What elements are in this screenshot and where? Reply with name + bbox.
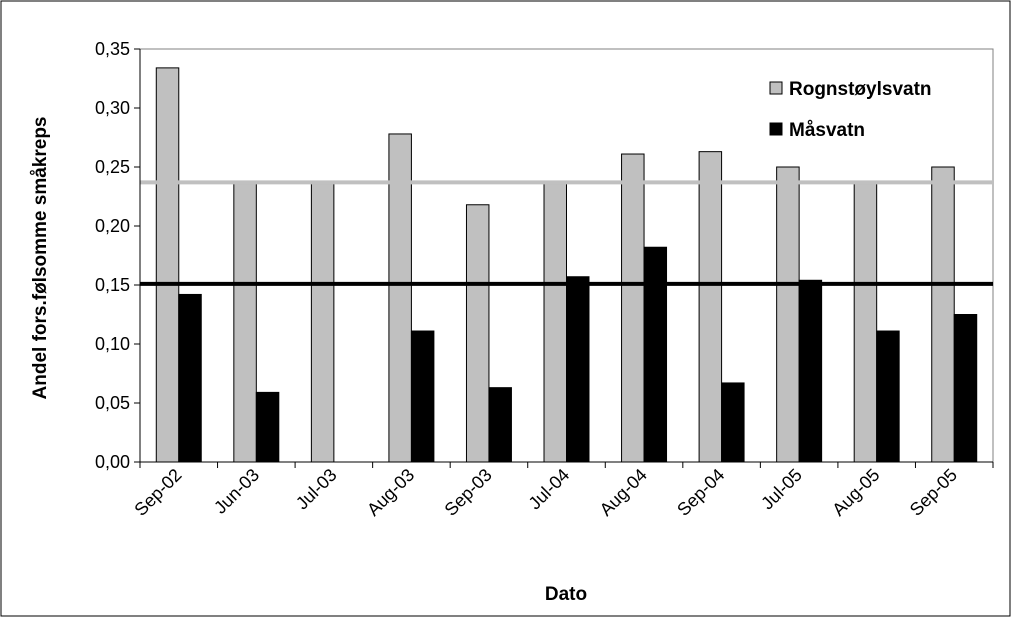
y-tick-label: 0,05 (95, 393, 130, 413)
y-tick-label: 0,10 (95, 334, 130, 354)
y-tick-label: 0,15 (95, 275, 130, 295)
bar-masvatn-sep-03 (488, 387, 512, 463)
bar-rognstoylsvatn-jul-04 (543, 183, 568, 463)
bar-rognstoylsvatn-jun-03 (233, 183, 257, 463)
bar-rognstoylsvatn-aug-05 (853, 183, 878, 463)
bar-masvatn-aug-03 (410, 330, 435, 463)
bar-rognstoylsvatn-sep-02 (155, 67, 180, 463)
legend-swatch-rognstoylsvatn (769, 81, 783, 95)
legend: Rognstøylsvatn Måsvatn (769, 79, 932, 141)
bar-rognstoylsvatn-aug-04 (621, 153, 645, 463)
bar-masvatn-jul-05 (798, 279, 823, 463)
legend-label-masvatn: Måsvatn (789, 120, 865, 141)
y-axis-title: Andel fors.følsomme småkreps (30, 117, 51, 400)
bar-masvatn-jul-04 (566, 276, 590, 463)
bar-rognstoylsvatn-jul-05 (776, 166, 800, 463)
y-tick-label: 0,25 (95, 157, 130, 177)
bars-layer (155, 67, 978, 463)
bar-masvatn-sep-04 (721, 382, 745, 463)
legend-label-rognstoylsvatn: Rognstøylsvatn (789, 79, 932, 100)
y-tick-label: 0,30 (95, 98, 130, 118)
bar-masvatn-sep-05 (953, 314, 978, 463)
bar-masvatn-aug-04 (643, 246, 668, 463)
bar-rognstoylsvatn-sep-05 (931, 166, 955, 463)
bar-rognstoylsvatn-sep-03 (465, 204, 490, 463)
y-tick-label: 0,35 (95, 39, 130, 59)
bar-rognstoylsvatn-sep-04 (698, 151, 723, 463)
bar-masvatn-sep-02 (178, 293, 202, 463)
bar-masvatn-aug-05 (876, 330, 900, 463)
y-tick-label: 0,20 (95, 216, 130, 236)
x-axis-title: Dato (545, 584, 587, 605)
y-tick-label: 0,00 (95, 452, 130, 472)
bar-rognstoylsvatn-jul-03 (310, 183, 335, 463)
bar-masvatn-jun-03 (255, 391, 280, 463)
legend-swatch-masvatn (769, 122, 783, 136)
reference-lines (140, 180, 993, 286)
